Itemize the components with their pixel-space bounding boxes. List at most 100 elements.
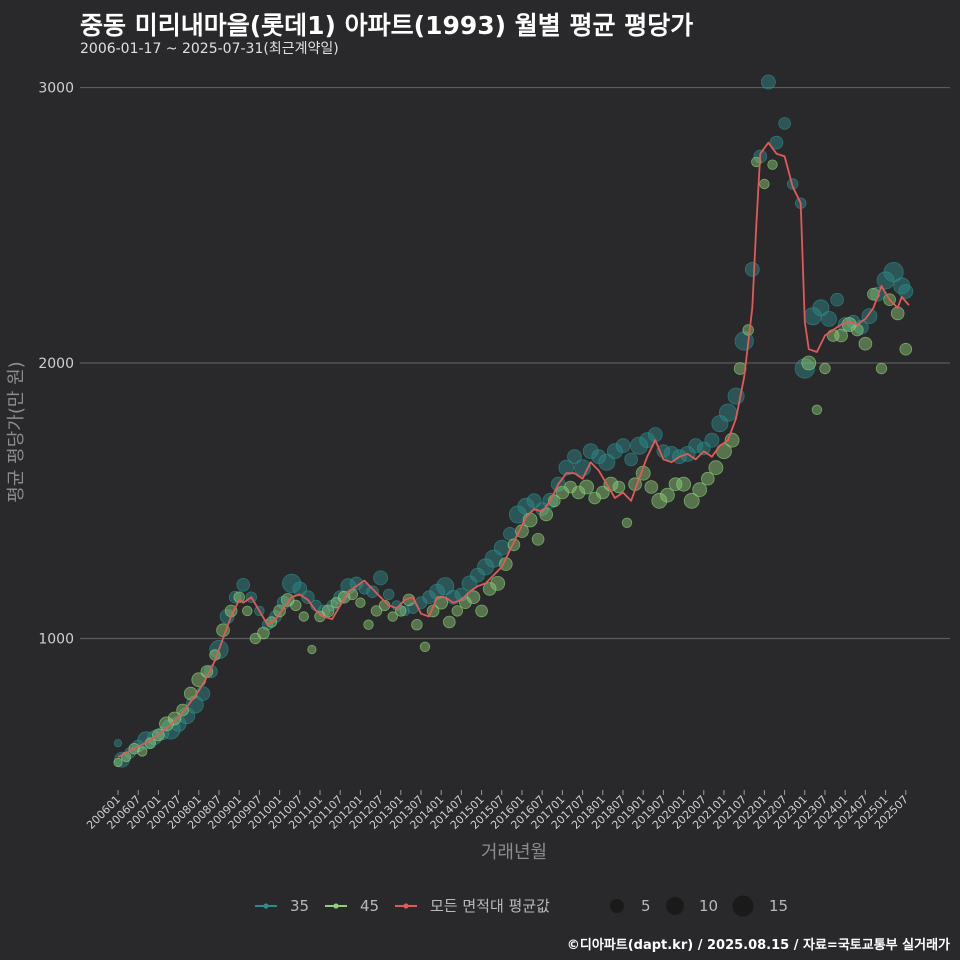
point-45 bbox=[683, 492, 700, 509]
point-45 bbox=[363, 619, 374, 630]
point-45 bbox=[819, 362, 831, 375]
source-caption: ©디아파트(dapt.kr) / 2025.08.15 / 자료=국토교통부 실… bbox=[566, 938, 950, 953]
point-45 bbox=[167, 711, 182, 726]
point-35 bbox=[195, 686, 211, 701]
grid-lines bbox=[80, 86, 950, 640]
point-35 bbox=[876, 271, 895, 290]
point-45 bbox=[490, 576, 506, 591]
page-title: 중동 미리내마을(롯데1) 아파트(1993) 월별 평균 평당가 bbox=[80, 11, 694, 40]
legend: 35 45 모든 면적대 평균값 5 10 15 bbox=[255, 895, 788, 917]
point-35 bbox=[744, 261, 760, 277]
point-45 bbox=[571, 485, 586, 500]
point-35 bbox=[598, 453, 616, 471]
point-45 bbox=[612, 480, 626, 494]
average-series-line bbox=[117, 141, 910, 758]
point-45 bbox=[531, 532, 545, 546]
point-45 bbox=[759, 178, 770, 190]
point-35 bbox=[558, 459, 575, 476]
point-35 bbox=[373, 570, 389, 586]
point-45 bbox=[482, 582, 497, 596]
legend-size-label: 5 bbox=[641, 897, 651, 915]
point-45 bbox=[419, 641, 431, 653]
point-45 bbox=[395, 605, 407, 617]
y-tick-label: 3000 bbox=[38, 81, 74, 97]
legend-label-45: 45 bbox=[360, 897, 379, 915]
point-45 bbox=[307, 644, 317, 655]
point-45 bbox=[834, 328, 848, 343]
point-45 bbox=[370, 605, 383, 617]
point-45 bbox=[539, 507, 553, 522]
point-35 bbox=[883, 261, 904, 283]
point-45 bbox=[183, 686, 198, 701]
legend-size-dot bbox=[610, 899, 624, 913]
point-35 bbox=[383, 588, 395, 601]
point-45 bbox=[257, 626, 270, 640]
point-45 bbox=[644, 480, 659, 494]
point-45 bbox=[564, 480, 577, 494]
point-35 bbox=[812, 299, 830, 317]
data-points bbox=[113, 74, 914, 768]
point-35 bbox=[567, 449, 582, 465]
point-45 bbox=[751, 156, 762, 168]
point-45 bbox=[811, 404, 823, 416]
point-45 bbox=[411, 619, 423, 631]
point-35 bbox=[422, 590, 436, 604]
x-tick-labels: 2006012006072007012007072008012008072009… bbox=[84, 790, 911, 832]
point-45 bbox=[850, 323, 864, 337]
point-35 bbox=[821, 310, 837, 327]
point-45 bbox=[588, 491, 601, 505]
point-35 bbox=[493, 539, 510, 556]
point-45 bbox=[767, 159, 778, 170]
point-35 bbox=[236, 577, 251, 592]
point-35 bbox=[761, 74, 776, 90]
point-35 bbox=[630, 436, 649, 455]
point-45 bbox=[692, 482, 708, 498]
point-35 bbox=[155, 726, 170, 741]
legend-dot-45 bbox=[333, 903, 339, 909]
point-35 bbox=[358, 583, 371, 595]
point-45 bbox=[233, 591, 245, 603]
point-35 bbox=[399, 605, 411, 617]
point-45 bbox=[676, 476, 691, 492]
point-45 bbox=[742, 324, 754, 336]
y-tick-label: 1000 bbox=[38, 631, 74, 647]
point-35 bbox=[436, 577, 455, 596]
legend-label-avg: 모든 면적대 평균값 bbox=[430, 897, 550, 915]
legend-label-35: 35 bbox=[290, 897, 309, 915]
y-axis-title: 평균 평당가(만 원) bbox=[6, 361, 27, 502]
point-45 bbox=[321, 604, 335, 618]
point-45 bbox=[290, 599, 302, 612]
point-35 bbox=[282, 573, 302, 594]
point-35 bbox=[898, 283, 914, 299]
point-35 bbox=[366, 585, 379, 598]
point-35 bbox=[778, 117, 791, 130]
point-45 bbox=[113, 757, 123, 768]
point-35 bbox=[582, 443, 599, 460]
point-35 bbox=[861, 308, 878, 325]
legend-size-label: 15 bbox=[769, 897, 788, 915]
legend-size-dot bbox=[666, 897, 684, 915]
point-45 bbox=[273, 604, 286, 618]
point-35 bbox=[704, 432, 720, 448]
page-subtitle: 2006-01-17 ~ 2025-07-31(최근계약일) bbox=[80, 41, 339, 57]
legend-dot-avg bbox=[403, 903, 409, 909]
point-45 bbox=[708, 460, 724, 476]
x-axis-title: 거래년월 bbox=[481, 842, 547, 863]
point-45 bbox=[387, 611, 398, 622]
point-45 bbox=[621, 517, 633, 529]
point-45 bbox=[890, 306, 905, 321]
point-45 bbox=[875, 362, 888, 375]
point-45 bbox=[475, 604, 488, 618]
point-45 bbox=[176, 703, 189, 717]
legend-size-label: 10 bbox=[699, 897, 718, 915]
point-35 bbox=[688, 438, 704, 454]
point-45 bbox=[136, 746, 148, 757]
point-45 bbox=[298, 611, 310, 622]
point-35 bbox=[113, 739, 123, 748]
y-tick-labels: 1000 2000 3000 bbox=[38, 81, 74, 648]
point-45 bbox=[242, 605, 253, 617]
point-35 bbox=[301, 590, 315, 604]
point-35 bbox=[607, 443, 623, 460]
point-45 bbox=[442, 615, 456, 629]
